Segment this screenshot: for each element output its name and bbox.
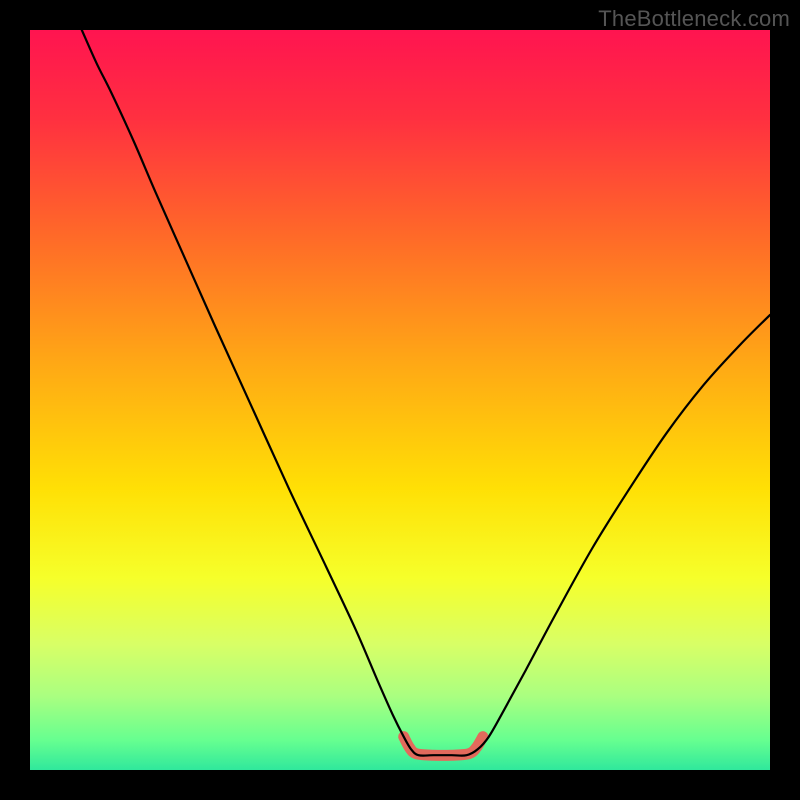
plot-area	[30, 30, 770, 770]
gradient-background	[30, 30, 770, 770]
watermark-text: TheBottleneck.com	[598, 6, 790, 32]
chart-svg	[30, 30, 770, 770]
chart-frame: TheBottleneck.com	[0, 0, 800, 800]
